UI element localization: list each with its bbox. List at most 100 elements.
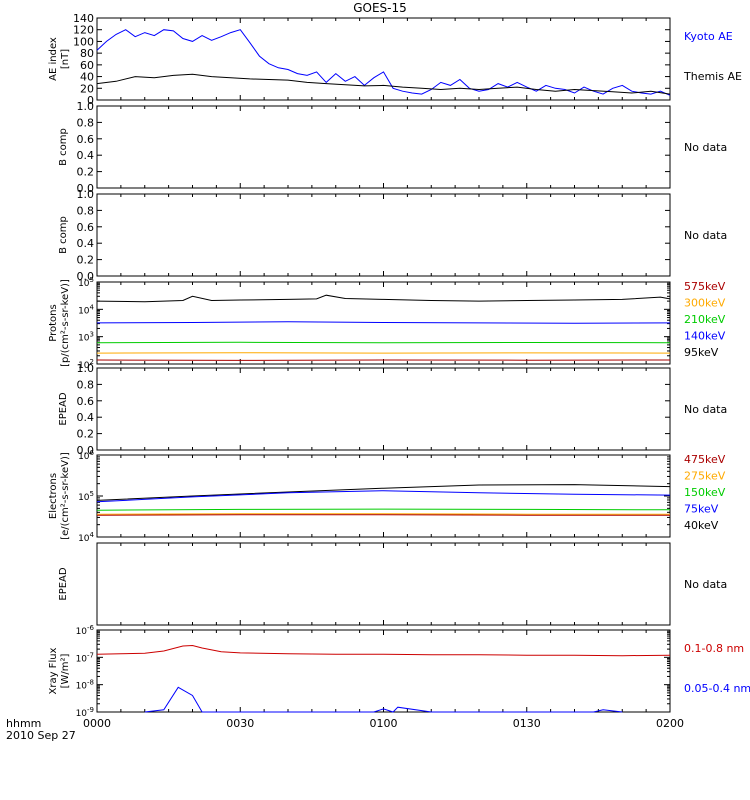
y-tick-label: 20	[80, 82, 94, 95]
series-line-475kev	[96, 514, 670, 516]
y-tick-label: 0.2	[77, 428, 95, 441]
x-tick-label: 0030	[226, 717, 254, 730]
y-tick-label: 60	[80, 59, 94, 72]
y-tick-label: 0.6	[77, 395, 95, 408]
panel-epead2: EPEAD No data	[58, 542, 727, 626]
y-axis-label: [e/(cm²-s-sr-keV)]	[60, 452, 71, 540]
y-axis-label: AE index	[48, 37, 59, 81]
legend-entry: 75keV	[684, 503, 719, 516]
y-tick-label: 1.0	[77, 100, 95, 113]
y-tick-label: 105	[78, 276, 94, 289]
y-tick-label: 1.0	[77, 362, 95, 375]
y-tick-label: 100	[73, 35, 94, 48]
y-tick-label: 10-9	[76, 706, 94, 719]
series-line-275kev	[96, 513, 670, 515]
legend-entry: 0.05-0.4 nm	[684, 682, 750, 695]
legend-entry: 300keV	[684, 297, 726, 310]
y-tick-label: 10-8	[76, 679, 94, 692]
legend-entry: No data	[684, 141, 727, 154]
series-line-140kev	[96, 321, 671, 324]
y-tick-label: 0.4	[77, 149, 95, 162]
y-axis-label: Protons	[48, 304, 59, 341]
y-tick-label: 0.0	[77, 444, 95, 457]
y-tick-label: 40	[80, 71, 94, 84]
y-tick-label: 102	[78, 358, 94, 371]
y-tick-label: 104	[78, 531, 94, 544]
x-corner-label-date: 2010 Sep 27	[6, 729, 76, 742]
legend-entry: 275keV	[684, 470, 726, 483]
panel-frame	[96, 193, 671, 277]
y-tick-label: 0.2	[77, 254, 95, 267]
panel-electrons: 104 105 106 Electrons [e/(cm²-s-sr-keV)] 475k…	[48, 449, 726, 544]
panel-bcomp1: 0.0 0.2 0.4 0.6 0.8 1.0 B comp No data	[58, 100, 727, 195]
series-line-themis-ae	[96, 73, 671, 95]
y-tick-label: 0.8	[77, 378, 95, 391]
y-tick-label: 103	[78, 331, 94, 344]
y-axis-label: EPEAD	[58, 392, 69, 426]
y-tick-label: 140	[73, 12, 94, 25]
y-tick-label: 0.4	[77, 411, 95, 424]
y-tick-label: 0.0	[77, 270, 95, 283]
panel-frame	[96, 367, 671, 451]
legend-entry: 140keV	[684, 330, 726, 343]
y-tick-label: 0.8	[77, 204, 95, 217]
y-tick-label: 0.6	[77, 221, 95, 234]
panel-xray: 10-9 10-8 10-7 10-6 Xray Flux [W/m²] 0.1-0.8 n…	[48, 624, 750, 719]
series-line-0-05-0-4-nm	[144, 686, 623, 713]
time-axis: 0000 0030 0100 0130 0200	[83, 717, 684, 730]
y-tick-label: 0.2	[77, 166, 95, 179]
series-line-kyoto-ae	[96, 29, 671, 96]
y-tick-label: 0.8	[77, 116, 95, 129]
legend-entry: Kyoto AE	[684, 30, 733, 43]
y-tick-label: 1.0	[77, 188, 95, 201]
x-tick-label: 0130	[513, 717, 541, 730]
series-line-0-1-0-8-nm	[96, 644, 671, 657]
panel-protons: 102 103 104 105 Protons [p/(cm²-s-sr-keV)] 575…	[48, 276, 726, 371]
x-corner-label-hhmm: hhmm	[6, 717, 41, 730]
legend-entry: 150keV	[684, 486, 726, 499]
series-line-150kev	[96, 508, 671, 511]
y-tick-label: 0	[87, 94, 94, 107]
legend-entry: 575keV	[684, 280, 726, 293]
y-tick-label: 105	[78, 490, 94, 503]
y-axis-label: [W/m²]	[60, 653, 71, 688]
series-line-75kev	[96, 490, 671, 503]
y-tick-label: 104	[78, 303, 94, 316]
legend-entry: Themis AE	[683, 70, 742, 83]
series-line-40kev	[96, 484, 671, 501]
series-line-95kev	[96, 294, 671, 303]
panel-frame	[96, 105, 671, 189]
x-tick-label: 0000	[83, 717, 111, 730]
y-axis-label: EPEAD	[58, 567, 69, 601]
panel-frame	[96, 542, 671, 626]
y-axis-label: Electrons	[48, 473, 59, 519]
x-tick-label: 0200	[656, 717, 684, 730]
y-tick-label: 0.0	[77, 182, 95, 195]
y-axis-label: [p/(cm²-s-sr-keV)]	[60, 279, 71, 367]
y-tick-label: 106	[78, 449, 94, 462]
plot-title: GOES-15	[353, 1, 407, 15]
y-tick-label: 0.6	[77, 133, 95, 146]
y-axis-label: [nT]	[60, 49, 71, 69]
legend-entry: No data	[684, 578, 727, 591]
y-tick-label: 10-7	[76, 651, 94, 664]
y-tick-label: 80	[80, 47, 94, 60]
legend-entry: 95keV	[684, 346, 719, 359]
legend-entry: 40keV	[684, 519, 719, 532]
legend-entry: 0.1-0.8 nm	[684, 642, 744, 655]
x-tick-label: 0100	[370, 717, 398, 730]
legend-entry: No data	[684, 403, 727, 416]
y-tick-label: 10-6	[76, 624, 95, 637]
y-axis-label: Xray Flux	[48, 647, 59, 694]
y-axis-label: B comp	[58, 216, 69, 254]
legend-entry: 210keV	[684, 313, 726, 326]
legend-entry: No data	[684, 229, 727, 242]
y-axis-label: B comp	[58, 128, 69, 166]
panel-epead1: 0.0 0.2 0.4 0.6 0.8 1.0 EPEAD No data	[58, 362, 727, 457]
y-tick-label: 0.4	[77, 237, 95, 250]
legend-entry: 475keV	[684, 453, 726, 466]
panel-frame	[96, 17, 671, 101]
